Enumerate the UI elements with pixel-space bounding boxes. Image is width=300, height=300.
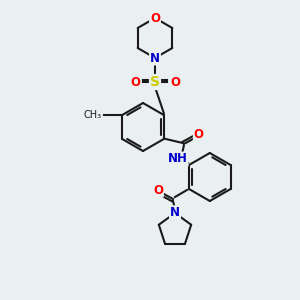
Text: O: O [153,184,163,196]
Text: N: N [170,206,180,220]
Text: O: O [150,11,160,25]
Text: O: O [130,76,140,88]
Text: O: O [194,128,204,142]
Text: N: N [150,52,160,64]
Text: O: O [170,76,180,88]
Text: N: N [170,206,180,220]
Text: S: S [150,75,160,89]
Text: CH₃: CH₃ [83,110,101,120]
Text: NH: NH [168,152,188,166]
